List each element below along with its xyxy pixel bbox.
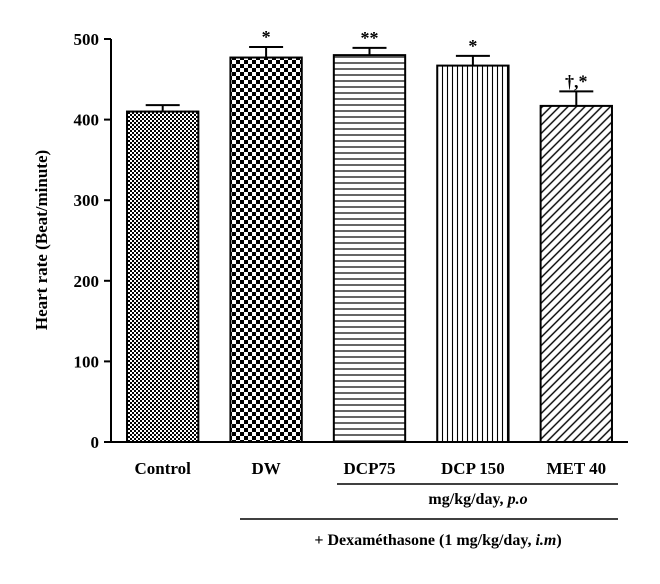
y-tick-label: 300 bbox=[74, 191, 100, 210]
y-tick-label: 0 bbox=[91, 433, 100, 452]
y-tick-label: 500 bbox=[74, 30, 100, 49]
significance-marker: †,* bbox=[565, 71, 588, 91]
bar-dw bbox=[229, 56, 303, 444]
bars-group: * ** *†,* bbox=[126, 27, 613, 444]
dose-note-units: mg/kg/day, bbox=[428, 491, 507, 508]
bar-dcp-150 bbox=[436, 64, 510, 444]
x-tick-label: MET 40 bbox=[546, 459, 606, 478]
treatment-note-route: i.m bbox=[535, 532, 556, 549]
bar-dcp75 bbox=[332, 54, 407, 444]
x-axis-labels: Control DW DCP75 DCP 150 MET 40 bbox=[135, 459, 607, 478]
x-tick-label: Control bbox=[135, 459, 192, 478]
y-tick-label: 200 bbox=[74, 272, 100, 291]
y-tick-label: 400 bbox=[74, 111, 100, 130]
dose-note: mg/kg/day, p.o bbox=[428, 491, 527, 508]
significance-marker: * bbox=[262, 27, 271, 47]
y-tick-label: 100 bbox=[74, 352, 100, 371]
bar-met-40 bbox=[539, 104, 613, 443]
y-axis-label: Heart rate (Beat/minute) bbox=[32, 150, 51, 330]
x-tick-label: DCP 150 bbox=[441, 459, 505, 478]
significance-marker: ** bbox=[361, 28, 379, 48]
x-tick-label: DCP75 bbox=[344, 459, 396, 478]
treatment-note: + Dexaméthasone (1 mg/kg/day, i.m) bbox=[314, 532, 561, 549]
treatment-note-main: + Dexaméthasone (1 mg/kg/day, bbox=[314, 532, 535, 549]
significance-marker: * bbox=[468, 36, 477, 56]
dose-note-route: p.o bbox=[506, 491, 528, 508]
bar-control bbox=[126, 110, 200, 443]
treatment-note-close: ) bbox=[556, 532, 561, 549]
x-tick-label: DW bbox=[251, 459, 280, 478]
